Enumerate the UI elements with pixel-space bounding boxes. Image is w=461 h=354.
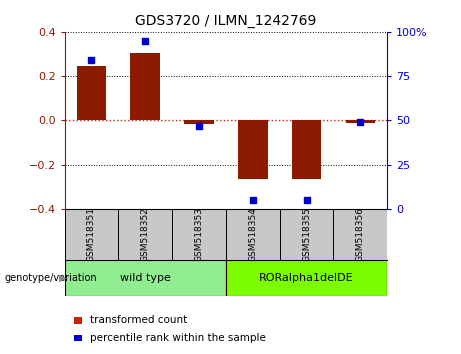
Bar: [77, 66, 106, 120]
Title: GDS3720 / ILMN_1242769: GDS3720 / ILMN_1242769: [135, 14, 317, 28]
Bar: [238, 120, 267, 179]
FancyBboxPatch shape: [172, 209, 226, 260]
Text: GSM518354: GSM518354: [248, 207, 257, 262]
Bar: [346, 120, 375, 122]
Text: percentile rank within the sample: percentile rank within the sample: [90, 333, 266, 343]
Text: GSM518352: GSM518352: [141, 207, 150, 262]
Text: wild type: wild type: [120, 273, 171, 283]
Text: RORalpha1delDE: RORalpha1delDE: [259, 273, 354, 283]
Bar: [292, 120, 321, 179]
Bar: [130, 53, 160, 120]
FancyBboxPatch shape: [333, 209, 387, 260]
Text: GSM518355: GSM518355: [302, 207, 311, 262]
Text: GSM518353: GSM518353: [195, 207, 203, 262]
FancyBboxPatch shape: [280, 209, 333, 260]
Text: genotype/variation: genotype/variation: [5, 273, 97, 283]
FancyBboxPatch shape: [226, 260, 387, 296]
FancyBboxPatch shape: [226, 209, 280, 260]
FancyBboxPatch shape: [65, 260, 226, 296]
Text: GSM518356: GSM518356: [356, 207, 365, 262]
Text: ▶: ▶: [59, 273, 66, 283]
FancyBboxPatch shape: [65, 209, 118, 260]
FancyBboxPatch shape: [118, 209, 172, 260]
Bar: [184, 120, 214, 124]
Text: transformed count: transformed count: [90, 315, 187, 325]
Text: GSM518351: GSM518351: [87, 207, 96, 262]
